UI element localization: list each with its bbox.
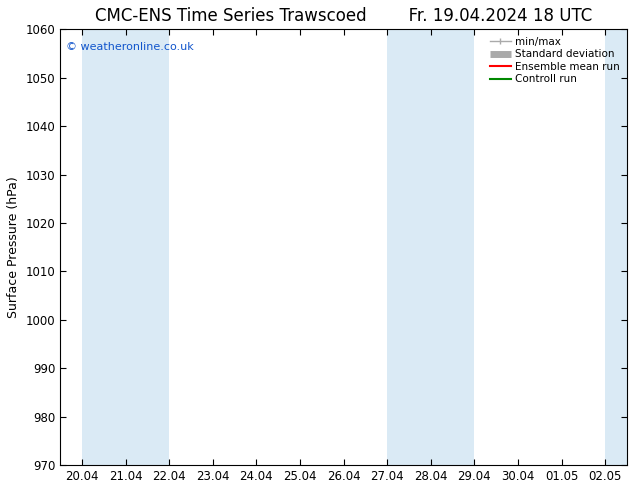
Text: © weatheronline.co.uk: © weatheronline.co.uk: [66, 42, 193, 52]
Bar: [82, 29, 126, 465]
Bar: [387, 29, 431, 465]
Y-axis label: Surface Pressure (hPa): Surface Pressure (hPa): [7, 176, 20, 318]
Bar: [431, 29, 474, 465]
Title: CMC-ENS Time Series Trawscoed        Fr. 19.04.2024 18 UTC: CMC-ENS Time Series Trawscoed Fr. 19.04.…: [95, 7, 592, 25]
Bar: [126, 29, 169, 465]
Legend: min/max, Standard deviation, Ensemble mean run, Controll run: min/max, Standard deviation, Ensemble me…: [488, 34, 622, 86]
Bar: [605, 29, 634, 465]
